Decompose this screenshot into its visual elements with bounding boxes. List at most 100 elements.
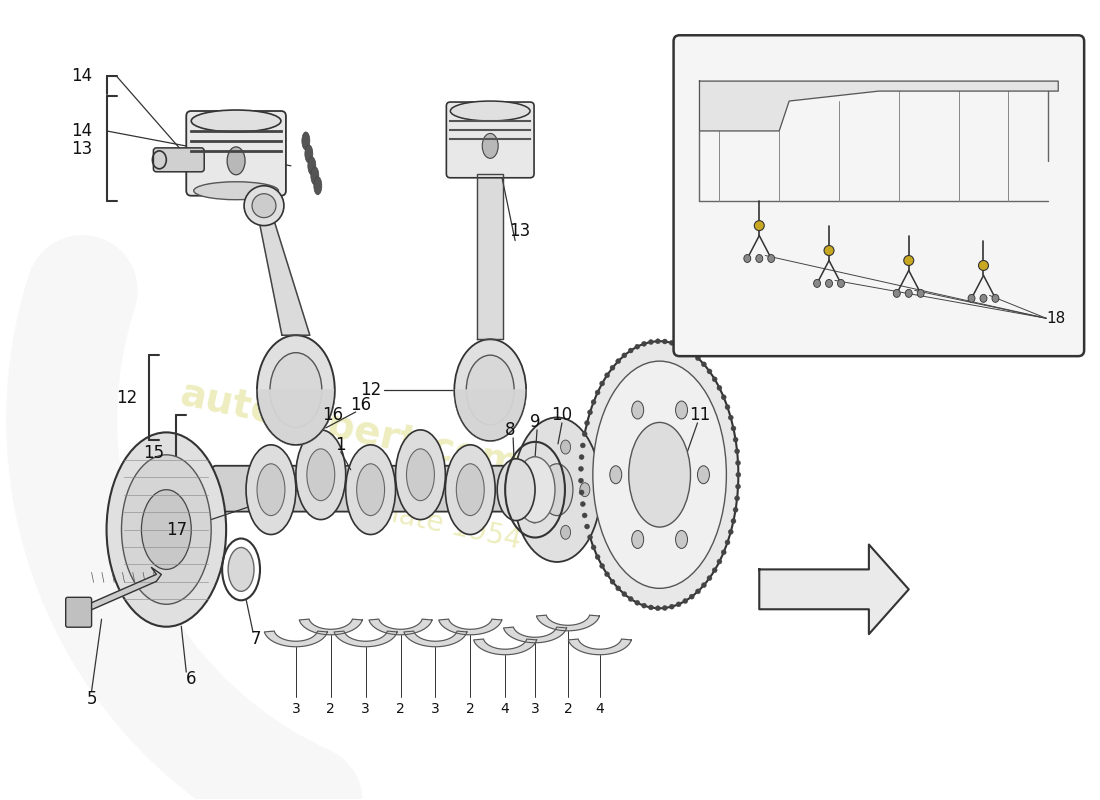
Text: alternate 1954: alternate 1954 xyxy=(317,485,524,554)
Text: 10: 10 xyxy=(551,406,572,424)
Ellipse shape xyxy=(466,355,514,425)
Ellipse shape xyxy=(587,534,593,540)
Ellipse shape xyxy=(695,589,701,594)
Ellipse shape xyxy=(733,438,738,442)
Ellipse shape xyxy=(561,440,571,454)
Ellipse shape xyxy=(732,426,736,431)
Polygon shape xyxy=(257,210,310,335)
Ellipse shape xyxy=(683,598,688,603)
Ellipse shape xyxy=(733,507,738,512)
Text: 3: 3 xyxy=(361,702,370,716)
Text: 12: 12 xyxy=(360,381,382,399)
Text: 4: 4 xyxy=(595,702,604,716)
Ellipse shape xyxy=(396,430,446,519)
Text: 5: 5 xyxy=(86,690,97,708)
Ellipse shape xyxy=(735,449,739,454)
Ellipse shape xyxy=(980,294,987,302)
Ellipse shape xyxy=(755,221,764,230)
Polygon shape xyxy=(537,615,600,630)
Ellipse shape xyxy=(905,290,912,298)
Ellipse shape xyxy=(690,594,694,599)
Ellipse shape xyxy=(736,484,740,489)
Ellipse shape xyxy=(824,246,834,255)
Ellipse shape xyxy=(227,147,245,174)
Ellipse shape xyxy=(605,373,609,378)
Ellipse shape xyxy=(756,254,762,262)
Ellipse shape xyxy=(683,346,688,351)
Ellipse shape xyxy=(662,606,668,610)
Ellipse shape xyxy=(690,350,694,355)
Text: 8: 8 xyxy=(505,421,516,439)
Ellipse shape xyxy=(454,339,526,441)
Text: 6: 6 xyxy=(186,670,197,688)
Ellipse shape xyxy=(301,132,310,150)
Ellipse shape xyxy=(308,157,316,174)
Ellipse shape xyxy=(702,362,706,367)
Ellipse shape xyxy=(529,456,539,470)
Ellipse shape xyxy=(228,547,254,591)
Ellipse shape xyxy=(561,526,571,539)
Text: 11: 11 xyxy=(689,406,711,424)
Text: 14: 14 xyxy=(72,122,92,140)
Ellipse shape xyxy=(628,597,634,602)
Ellipse shape xyxy=(311,167,319,185)
Ellipse shape xyxy=(631,401,644,419)
Ellipse shape xyxy=(609,466,622,484)
Text: 14: 14 xyxy=(72,67,92,85)
Text: 3: 3 xyxy=(431,702,440,716)
Polygon shape xyxy=(264,631,328,646)
Ellipse shape xyxy=(194,182,278,200)
Ellipse shape xyxy=(676,342,681,348)
Ellipse shape xyxy=(591,400,596,405)
Ellipse shape xyxy=(529,509,539,523)
Ellipse shape xyxy=(107,432,227,626)
Text: autoexpert.com: autoexpert.com xyxy=(177,375,525,485)
Ellipse shape xyxy=(707,575,712,581)
Ellipse shape xyxy=(669,604,674,609)
Text: 2: 2 xyxy=(327,702,336,716)
Ellipse shape xyxy=(580,482,590,497)
Ellipse shape xyxy=(635,600,640,606)
Text: 7: 7 xyxy=(251,630,262,648)
Ellipse shape xyxy=(979,261,989,270)
Ellipse shape xyxy=(541,464,573,515)
FancyBboxPatch shape xyxy=(212,466,559,512)
Ellipse shape xyxy=(616,586,620,591)
Text: 18: 18 xyxy=(1046,310,1066,326)
Text: 17: 17 xyxy=(166,521,187,538)
Text: 13: 13 xyxy=(509,222,530,239)
Ellipse shape xyxy=(917,290,924,298)
Text: 2: 2 xyxy=(466,702,475,716)
Text: 2: 2 xyxy=(396,702,405,716)
Ellipse shape xyxy=(191,110,280,132)
Polygon shape xyxy=(334,631,397,646)
Ellipse shape xyxy=(587,410,593,414)
Ellipse shape xyxy=(515,457,556,522)
Ellipse shape xyxy=(621,353,627,358)
Ellipse shape xyxy=(307,449,334,501)
Ellipse shape xyxy=(356,464,385,515)
Ellipse shape xyxy=(641,342,647,346)
Polygon shape xyxy=(759,545,909,634)
Ellipse shape xyxy=(600,381,605,386)
Ellipse shape xyxy=(768,254,774,262)
Text: 1: 1 xyxy=(336,436,346,454)
Ellipse shape xyxy=(595,390,601,395)
FancyBboxPatch shape xyxy=(153,148,205,172)
Ellipse shape xyxy=(814,279,821,287)
Ellipse shape xyxy=(722,550,726,554)
Polygon shape xyxy=(439,619,502,634)
Ellipse shape xyxy=(904,255,914,266)
Text: 12: 12 xyxy=(116,389,138,407)
Ellipse shape xyxy=(735,496,739,501)
FancyBboxPatch shape xyxy=(186,111,286,196)
Text: 2: 2 xyxy=(563,702,572,716)
Ellipse shape xyxy=(736,461,740,466)
Ellipse shape xyxy=(257,464,285,515)
Ellipse shape xyxy=(244,186,284,226)
Ellipse shape xyxy=(635,344,640,349)
Ellipse shape xyxy=(591,545,596,550)
Ellipse shape xyxy=(697,466,710,484)
Ellipse shape xyxy=(656,606,660,610)
Polygon shape xyxy=(477,174,503,339)
